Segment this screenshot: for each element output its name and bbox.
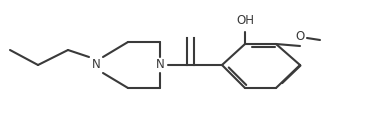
Text: OH: OH <box>236 14 254 27</box>
Text: O: O <box>295 30 305 43</box>
Text: N: N <box>156 58 164 72</box>
Text: N: N <box>92 58 100 72</box>
